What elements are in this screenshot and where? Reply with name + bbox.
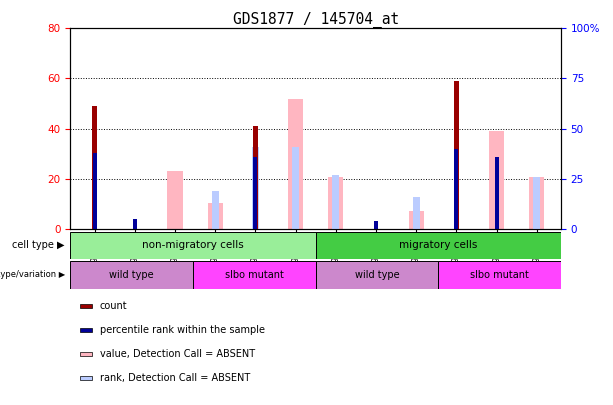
Bar [167, 171, 183, 229]
Bar [252, 147, 259, 229]
Text: slbo mutant: slbo mutant [470, 270, 529, 280]
Bar [70, 232, 316, 259]
Bar [316, 232, 561, 259]
Text: genotype/variation ▶: genotype/variation ▶ [0, 270, 65, 279]
Bar [92, 106, 97, 229]
Bar [316, 261, 438, 289]
Bar [133, 219, 137, 229]
Bar [533, 177, 541, 229]
Bar [211, 191, 219, 229]
Bar [70, 261, 193, 289]
Bar [292, 147, 299, 229]
Text: value, Detection Call = ABSENT: value, Detection Call = ABSENT [100, 349, 255, 359]
Text: non-migratory cells: non-migratory cells [142, 241, 244, 250]
Text: cell type ▶: cell type ▶ [12, 240, 65, 250]
Bar [529, 177, 544, 229]
Bar [80, 304, 93, 308]
Text: percentile rank within the sample: percentile rank within the sample [100, 325, 265, 335]
Bar [454, 149, 459, 229]
Bar [93, 153, 97, 229]
Bar [408, 211, 424, 229]
Bar [80, 328, 93, 332]
Bar [438, 261, 561, 289]
Bar [193, 261, 316, 289]
Bar [454, 81, 459, 229]
Bar [413, 197, 420, 229]
Text: migratory cells: migratory cells [399, 241, 478, 250]
Bar [374, 221, 378, 229]
Text: wild type: wild type [110, 270, 154, 280]
Bar [328, 177, 343, 229]
Title: GDS1877 / 145704_at: GDS1877 / 145704_at [232, 12, 399, 28]
Bar [253, 157, 257, 229]
Text: count: count [100, 301, 128, 311]
Text: wild type: wild type [355, 270, 399, 280]
Text: slbo mutant: slbo mutant [225, 270, 284, 280]
Bar [495, 157, 498, 229]
Bar [80, 352, 93, 356]
Bar [489, 130, 504, 229]
Bar [288, 98, 303, 229]
Bar [332, 175, 340, 229]
Text: rank, Detection Call = ABSENT: rank, Detection Call = ABSENT [100, 373, 250, 383]
Bar [208, 203, 223, 229]
Bar [80, 376, 93, 380]
Bar [253, 126, 258, 229]
